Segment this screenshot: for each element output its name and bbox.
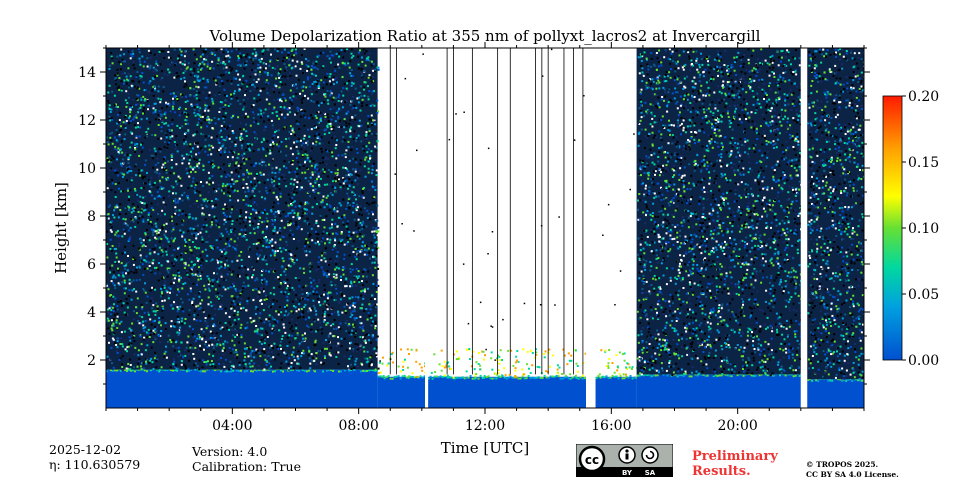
footer-date-block: 2025-12-02 η: 110.630579: [49, 442, 140, 472]
footer-date: 2025-12-02: [49, 442, 122, 457]
data-gap-2: [800, 48, 808, 408]
sa-share-icon: [641, 446, 659, 464]
x-axis-label: Time [UTC]: [441, 439, 530, 457]
colorbar-tick-label-3: 0.15: [908, 155, 939, 171]
y-tick-label-3: 8: [87, 209, 96, 225]
x-tick-label-0: 04:00: [212, 418, 252, 434]
y-tick-label-1: 4: [87, 305, 96, 321]
boundary-layer-0: [106, 369, 378, 408]
footer-eta: η: 110.630579: [49, 457, 141, 472]
x-tick-label-4: 20:00: [717, 418, 757, 434]
colorbar-tick-label-1: 0.05: [908, 287, 939, 303]
data-gap-1: [586, 48, 590, 408]
license-line-1: © TROPOS 2025.: [806, 460, 879, 469]
boundary-layer-2: [595, 376, 637, 408]
y-tick-label-6: 14: [78, 65, 96, 81]
colorbar-tick-label-2: 0.10: [908, 221, 939, 237]
colorbar-ticks: 0.00 0.05 0.10 0.15 0.20: [902, 89, 939, 369]
footer-calibration: Calibration: True: [192, 459, 301, 474]
plot-area: [106, 48, 864, 408]
noise-speckle-4: [807, 48, 864, 381]
footer-version: Version: 4.0: [192, 444, 268, 459]
noise-speckle-0: [106, 48, 380, 372]
x-tick-label-2: 12:00: [465, 418, 505, 434]
license-line-2: CC BY SA 4.0 License.: [806, 470, 899, 479]
colorbar-tick-label-4: 0.20: [908, 89, 939, 105]
license-note: © TROPOS 2025. CC BY SA 4.0 License.: [806, 460, 899, 480]
y-tick-label-5: 12: [78, 113, 96, 129]
colorbar-tick-label-0: 0.00: [908, 353, 939, 369]
chart-title: Volume Depolarization Ratio at 355 nm of…: [209, 27, 761, 45]
x-tick-label-3: 16:00: [591, 418, 631, 434]
preliminary-results-note: Preliminary Results.: [692, 449, 778, 479]
boundary-layer-1: [377, 376, 587, 408]
y-tick-label-0: 2: [87, 353, 96, 369]
cc-by-sa-badge: cc BY SA: [576, 444, 673, 477]
cc-icon: [578, 445, 606, 473]
y-tick-label-4: 10: [78, 161, 96, 177]
badge-by-text: BY: [622, 469, 633, 477]
y-axis: 2 4 6 8 10 12 14: [78, 47, 870, 385]
x-axis: 04:00 08:00 12:00 16:00 20:00: [105, 42, 865, 434]
preliminary-line-1: Preliminary: [692, 449, 778, 464]
preliminary-line-2: Results.: [692, 464, 751, 479]
badge-sa-text: SA: [645, 469, 656, 477]
x-tick-label-1: 08:00: [338, 418, 378, 434]
noise-speckle-3: [636, 48, 803, 377]
footer-version-block: Version: 4.0 Calibration: True: [192, 444, 301, 474]
y-axis-label: Height [km]: [52, 182, 70, 274]
colorbar: [882, 95, 903, 361]
boundary-layer-4: [807, 379, 864, 408]
y-tick-label-2: 6: [87, 257, 96, 273]
aerosol-detail-2: [597, 133, 638, 378]
boundary-layer-3: [636, 374, 801, 408]
data-gap-0: [424, 48, 429, 408]
